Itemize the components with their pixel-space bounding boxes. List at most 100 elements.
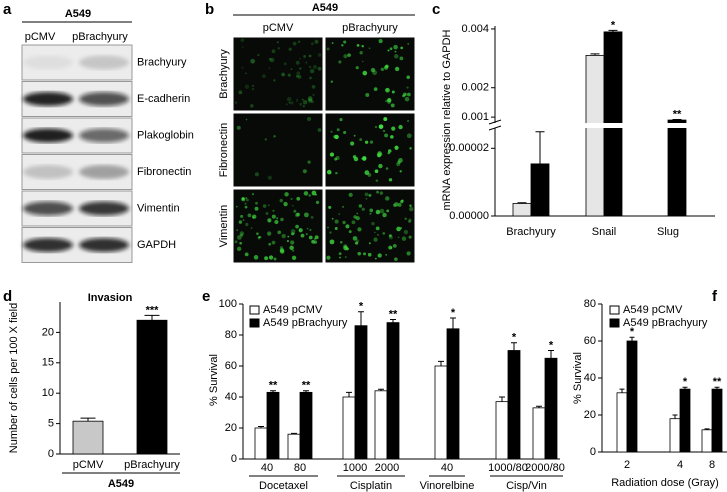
cell-signal [241, 46, 244, 49]
y-axis-label: Number of cells per 100 X field [8, 303, 20, 453]
cell-signal [317, 66, 322, 71]
cell-signal [236, 246, 242, 252]
cell-signal [336, 128, 340, 132]
cell-signal [267, 204, 270, 207]
cell-signal [403, 229, 409, 235]
cell-signal [286, 97, 292, 102]
cell-signal [341, 44, 344, 47]
cell-signal [283, 62, 287, 66]
y-tick-label: 10 [42, 387, 54, 399]
cell-signal [268, 255, 274, 260]
cell-signal [276, 41, 279, 44]
legend-swatch [249, 318, 260, 328]
cell-signal [350, 141, 355, 146]
cell-signal [311, 84, 316, 89]
cell-signal [303, 191, 309, 196]
cell-signal [241, 197, 245, 201]
cell-signal [377, 233, 379, 236]
cell-signal [379, 208, 385, 214]
blot-band [79, 238, 129, 252]
blot-band [23, 165, 73, 179]
cell-signal [353, 215, 357, 219]
cell-signal [370, 67, 376, 73]
bar [667, 119, 687, 217]
cell-signal [272, 209, 275, 212]
significance: * [611, 19, 616, 31]
bar [446, 328, 460, 460]
row-label: Vimentin [137, 202, 180, 214]
significance: ** [713, 376, 722, 388]
row-label: Vimentin [218, 205, 230, 248]
row-label: Brachyury [137, 56, 187, 68]
cell-signal [311, 100, 315, 104]
cell-signal [309, 68, 315, 74]
cell-signal [404, 96, 410, 102]
cell-signal [298, 228, 303, 233]
cell-signal [394, 54, 399, 59]
cell-signal [245, 72, 247, 75]
cell-signal [236, 125, 241, 130]
y-tick-label: 5 [48, 418, 54, 430]
cell-signal [307, 96, 313, 101]
cell-signal [237, 235, 242, 240]
x-axis-label: Radiation dose (Gray) [611, 477, 719, 489]
cell-signal [273, 79, 276, 82]
cell-signal [361, 60, 364, 63]
significance: * [683, 376, 688, 388]
cell-signal [364, 192, 369, 197]
cell-signal [377, 253, 382, 258]
y-tick-label: 0 [590, 446, 596, 458]
cell-signal [406, 251, 411, 256]
x-tick-label: 2 [624, 459, 630, 471]
cell-signal [343, 130, 347, 134]
cell-signal [284, 192, 289, 197]
cell-signal [254, 172, 260, 177]
group-label: Vinorelbine [420, 480, 475, 492]
x-tick-label: 8 [709, 459, 715, 471]
micrograph [324, 188, 416, 264]
micrograph [232, 188, 324, 264]
cell-signal [314, 235, 319, 240]
cell-signal [343, 54, 348, 59]
error-bar [258, 425, 264, 428]
error-bar [535, 131, 545, 164]
cell-signal [388, 234, 392, 238]
cell-signal [311, 190, 317, 196]
cell-signal [399, 170, 402, 173]
cell-signal [250, 58, 256, 64]
micrograph [232, 112, 324, 188]
cell-signal [382, 212, 387, 218]
cell-signal [367, 252, 372, 257]
significance: ** [302, 380, 311, 392]
cell-signal [292, 41, 297, 46]
legend-swatch [609, 318, 620, 328]
bar [287, 433, 301, 460]
cell-signal [357, 227, 362, 232]
y-tick-label: 0 [48, 448, 54, 460]
cell-signal [315, 200, 320, 205]
significance: * [630, 326, 635, 338]
significance: * [451, 307, 456, 319]
cell-signal [234, 101, 238, 104]
cell-signal [361, 207, 365, 211]
cell-signal [295, 60, 300, 65]
cell-signal [255, 201, 258, 205]
cell-signal [267, 218, 272, 223]
x-tick-label: Slug [657, 226, 679, 238]
y-tick-label: 60 [584, 335, 596, 347]
bar [626, 340, 638, 453]
cell-signal [245, 197, 248, 199]
cell-signal [309, 228, 312, 232]
error-bar [590, 53, 600, 56]
cell-signal [402, 94, 405, 98]
cell-signal [339, 118, 343, 122]
bar [299, 391, 313, 460]
cell-signal [307, 116, 312, 122]
cell-signal [296, 98, 299, 101]
y-tick-label: 0.00000 [449, 210, 489, 222]
cell-signal [377, 153, 382, 158]
cell-signal [374, 169, 379, 174]
y-tick-label: 20 [42, 326, 54, 338]
cell-signal [252, 214, 257, 219]
cell-signal [331, 42, 334, 44]
